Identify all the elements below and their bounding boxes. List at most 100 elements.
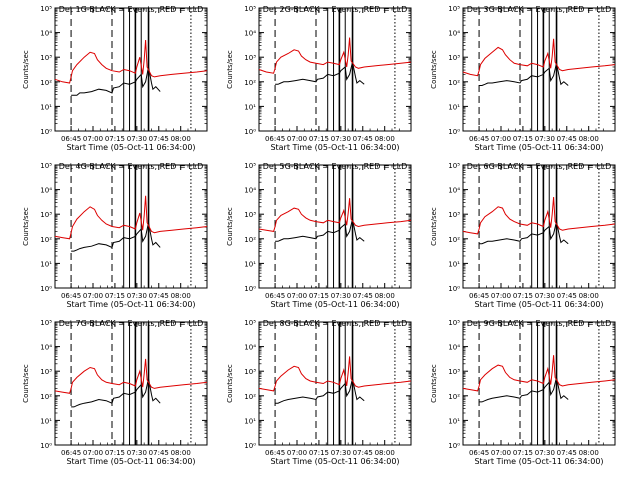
x-tick-label: 07:15: [309, 135, 329, 143]
y-tick-label: 10⁰: [448, 128, 460, 136]
y-tick-label: 10⁴: [40, 30, 52, 38]
plot-frame: [462, 164, 616, 289]
x-tick-label: 07:00: [83, 449, 103, 457]
y-tick-label: 10⁰: [40, 128, 52, 136]
x-tick-label: 07:00: [83, 135, 103, 143]
y-tick-label: 10⁴: [244, 344, 256, 352]
y-tick-label: 10¹: [244, 417, 256, 425]
events-series-line: [275, 218, 365, 242]
y-tick-label: 10²: [40, 79, 52, 87]
x-tick-label: 07:15: [309, 292, 329, 300]
x-tick-label: 07:45: [557, 135, 577, 143]
panel-title: Det 4G-BLACK = Events, RED = LLD: [59, 162, 204, 171]
x-tick-label: 07:30: [331, 292, 351, 300]
x-tick-label: 07:15: [105, 292, 125, 300]
x-tick-label: 07:45: [353, 292, 373, 300]
x-tick-label: 06:45: [265, 449, 285, 457]
x-axis-label: Start Time (05-Oct-11 06:34:00): [474, 457, 603, 466]
lld-series-line: [54, 195, 208, 240]
y-tick-label: 10⁵: [448, 162, 460, 170]
y-tick-label: 10⁰: [40, 285, 52, 293]
x-tick-label: 07:00: [287, 292, 307, 300]
x-tick-label: 07:00: [287, 449, 307, 457]
y-tick-label: 10⁵: [244, 162, 256, 170]
x-tick-label: 07:00: [491, 449, 511, 457]
x-tick-label: 08:00: [171, 292, 191, 300]
y-tick-label: 10⁵: [448, 319, 460, 327]
x-tick-label: 06:45: [61, 449, 81, 457]
x-tick-label: 07:30: [127, 135, 147, 143]
y-tick-label: 10¹: [40, 103, 52, 111]
y-tick-label: 10⁰: [244, 442, 256, 450]
y-tick-label: 10⁰: [448, 442, 460, 450]
y-tick-label: 10³: [40, 54, 52, 62]
x-axis-label: Start Time (05-Oct-11 06:34:00): [66, 457, 195, 466]
y-axis-label: Counts/sec: [226, 207, 234, 246]
y-tick-label: 10⁴: [448, 344, 460, 352]
panel-title: Det 9G-BLACK = Events, RED = LLD: [467, 319, 612, 328]
x-axis-label: Start Time (05-Oct-11 06:34:00): [270, 300, 399, 309]
y-tick-label: 10⁴: [244, 187, 256, 195]
plot-frame: [54, 7, 208, 132]
y-tick-label: 10³: [40, 368, 52, 376]
y-tick-label: 10⁰: [448, 285, 460, 293]
x-tick-label: 07:15: [513, 135, 533, 143]
x-tick-label: 08:00: [375, 292, 395, 300]
x-axis-label: Start Time (05-Oct-11 06:34:00): [270, 457, 399, 466]
events-series-line: [275, 61, 365, 85]
x-axis-label: Start Time (05-Oct-11 06:34:00): [474, 143, 603, 152]
x-tick-label: 06:45: [469, 135, 489, 143]
x-tick-label: 08:00: [579, 292, 599, 300]
y-axis-label: Counts/sec: [430, 364, 438, 403]
y-tick-label: 10²: [244, 236, 256, 244]
panel-8: Det 8G-BLACK = Events, RED = LLD 10⁰ 10¹ 10…: [226, 319, 412, 466]
lld-series-line: [258, 356, 412, 392]
y-tick-label: 10³: [244, 368, 256, 376]
x-tick-label: 08:00: [579, 135, 599, 143]
lld-series-line: [462, 355, 616, 392]
panel-3: Det 3G-BLACK = Events, RED = LLD 10⁰ 10¹ 10…: [430, 5, 616, 152]
x-tick-label: 07:30: [127, 292, 147, 300]
y-tick-label: 10⁰: [244, 128, 256, 136]
panel-title: Det 5G-BLACK = Events, RED = LLD: [263, 162, 408, 171]
y-tick-label: 10¹: [448, 417, 460, 425]
y-tick-label: 10²: [40, 236, 52, 244]
y-tick-label: 10⁰: [244, 285, 256, 293]
x-tick-label: 07:00: [83, 292, 103, 300]
y-tick-label: 10⁴: [40, 344, 52, 352]
plot-frame: [54, 321, 208, 446]
x-tick-label: 07:45: [149, 135, 169, 143]
plot-frame: [54, 164, 208, 289]
x-tick-label: 07:45: [149, 292, 169, 300]
y-axis-label: Counts/sec: [226, 50, 234, 89]
y-tick-label: 10²: [448, 79, 460, 87]
x-tick-label: 07:15: [513, 449, 533, 457]
y-tick-label: 10²: [448, 236, 460, 244]
x-tick-label: 06:45: [469, 449, 489, 457]
x-tick-label: 07:15: [105, 449, 125, 457]
y-axis-label: Counts/sec: [430, 50, 438, 89]
plot-frame: [258, 321, 412, 446]
y-tick-label: 10⁵: [40, 162, 52, 170]
y-tick-label: 10⁵: [244, 319, 256, 327]
y-tick-label: 10³: [448, 211, 460, 219]
y-axis-label: Counts/sec: [22, 364, 30, 403]
panel-7: Det 7G-BLACK = Events, RED = LLD 10⁰ 10¹ 10…: [22, 319, 208, 466]
x-tick-label: 07:00: [287, 135, 307, 143]
y-tick-label: 10²: [40, 393, 52, 401]
y-tick-label: 10⁵: [244, 5, 256, 13]
plot-frame: [462, 321, 616, 446]
panel-4: Det 4G-BLACK = Events, RED = LLD 10⁰ 10¹ 10…: [22, 162, 208, 309]
x-tick-label: 06:45: [469, 292, 489, 300]
y-tick-label: 10⁰: [40, 442, 52, 450]
y-axis-label: Counts/sec: [22, 207, 30, 246]
x-axis-label: Start Time (05-Oct-11 06:34:00): [270, 143, 399, 152]
plot-frame: [462, 7, 616, 132]
x-tick-label: 07:45: [557, 449, 577, 457]
y-tick-label: 10³: [244, 54, 256, 62]
y-axis-label: Counts/sec: [226, 364, 234, 403]
y-tick-label: 10³: [40, 211, 52, 219]
y-tick-label: 10¹: [40, 260, 52, 268]
y-tick-label: 10⁴: [448, 30, 460, 38]
